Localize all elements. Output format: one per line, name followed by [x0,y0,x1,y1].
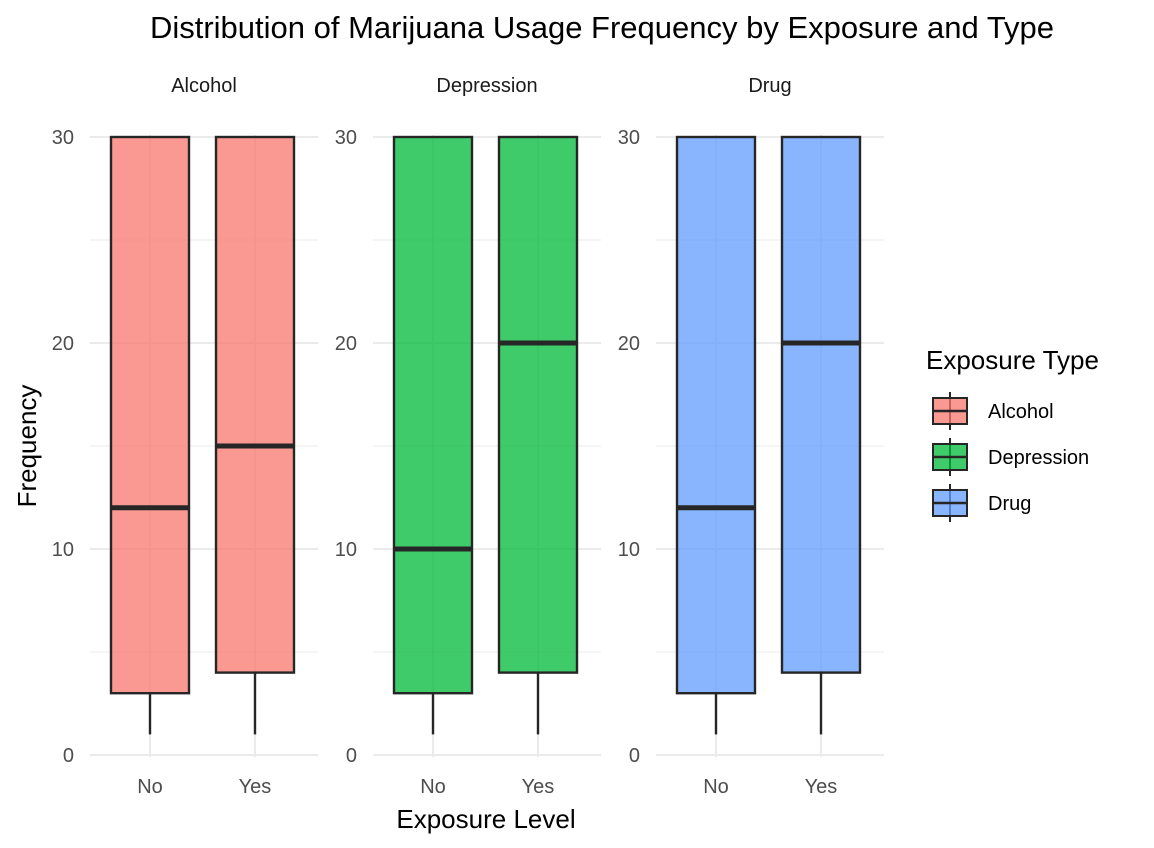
legend-label: Depression [988,447,1089,469]
x-tick-label: No [137,776,163,798]
legend-item-alcohol: Alcohol [932,392,1054,430]
box-no [392,135,474,735]
x-axis-title: Exposure Level [396,804,575,834]
legend-item-drug: Drug [932,484,1031,522]
box-body [214,135,296,674]
x-tick-label: No [420,776,446,798]
box-yes [497,135,579,735]
legend-title: Exposure Type [926,345,1099,375]
y-tick-label: 10 [52,539,74,561]
facet-strip-label: Drug [748,75,791,97]
legend-item-depression: Depression [932,438,1089,476]
y-tick-label: 0 [346,745,357,767]
box-no [675,135,757,735]
facet-panels: Alcohol 0 10 20 30 No Yes Depression 0 10 20 30 No Ye… [52,75,884,798]
facet-drug: Drug 0 10 20 30 No Yes [618,75,884,798]
y-tick-label: 30 [618,127,640,149]
y-tick-label: 0 [629,745,640,767]
y-tick-label: 10 [618,539,640,561]
box-yes [780,135,862,735]
y-axis-title: Frequency [12,385,42,508]
box-no [109,135,191,735]
facet-depression: Depression 0 10 20 30 No Yes [335,75,601,798]
facet-strip-label: Alcohol [171,75,237,97]
legend-label: Alcohol [988,401,1054,423]
box-body [675,135,757,695]
legend-label: Drug [988,493,1031,515]
y-tick-label: 20 [618,333,640,355]
legend: Exposure Type Alcohol Depression Drug [926,345,1099,522]
box-body [497,135,579,674]
x-tick-label: Yes [522,776,555,798]
y-tick-label: 0 [63,745,74,767]
y-tick-label: 20 [52,333,74,355]
x-tick-label: Yes [805,776,838,798]
y-tick-label: 20 [335,333,357,355]
y-tick-label: 10 [335,539,357,561]
facet-alcohol: Alcohol 0 10 20 30 No Yes [52,75,318,798]
box-body [392,135,474,695]
y-tick-label: 30 [52,127,74,149]
box-body [780,135,862,674]
y-tick-label: 30 [335,127,357,149]
facet-strip-label: Depression [436,75,537,97]
x-tick-label: No [703,776,729,798]
x-tick-label: Yes [239,776,272,798]
chart-title: Distribution of Marijuana Usage Frequenc… [150,10,1054,45]
box-yes [214,135,296,735]
box-body [109,135,191,695]
